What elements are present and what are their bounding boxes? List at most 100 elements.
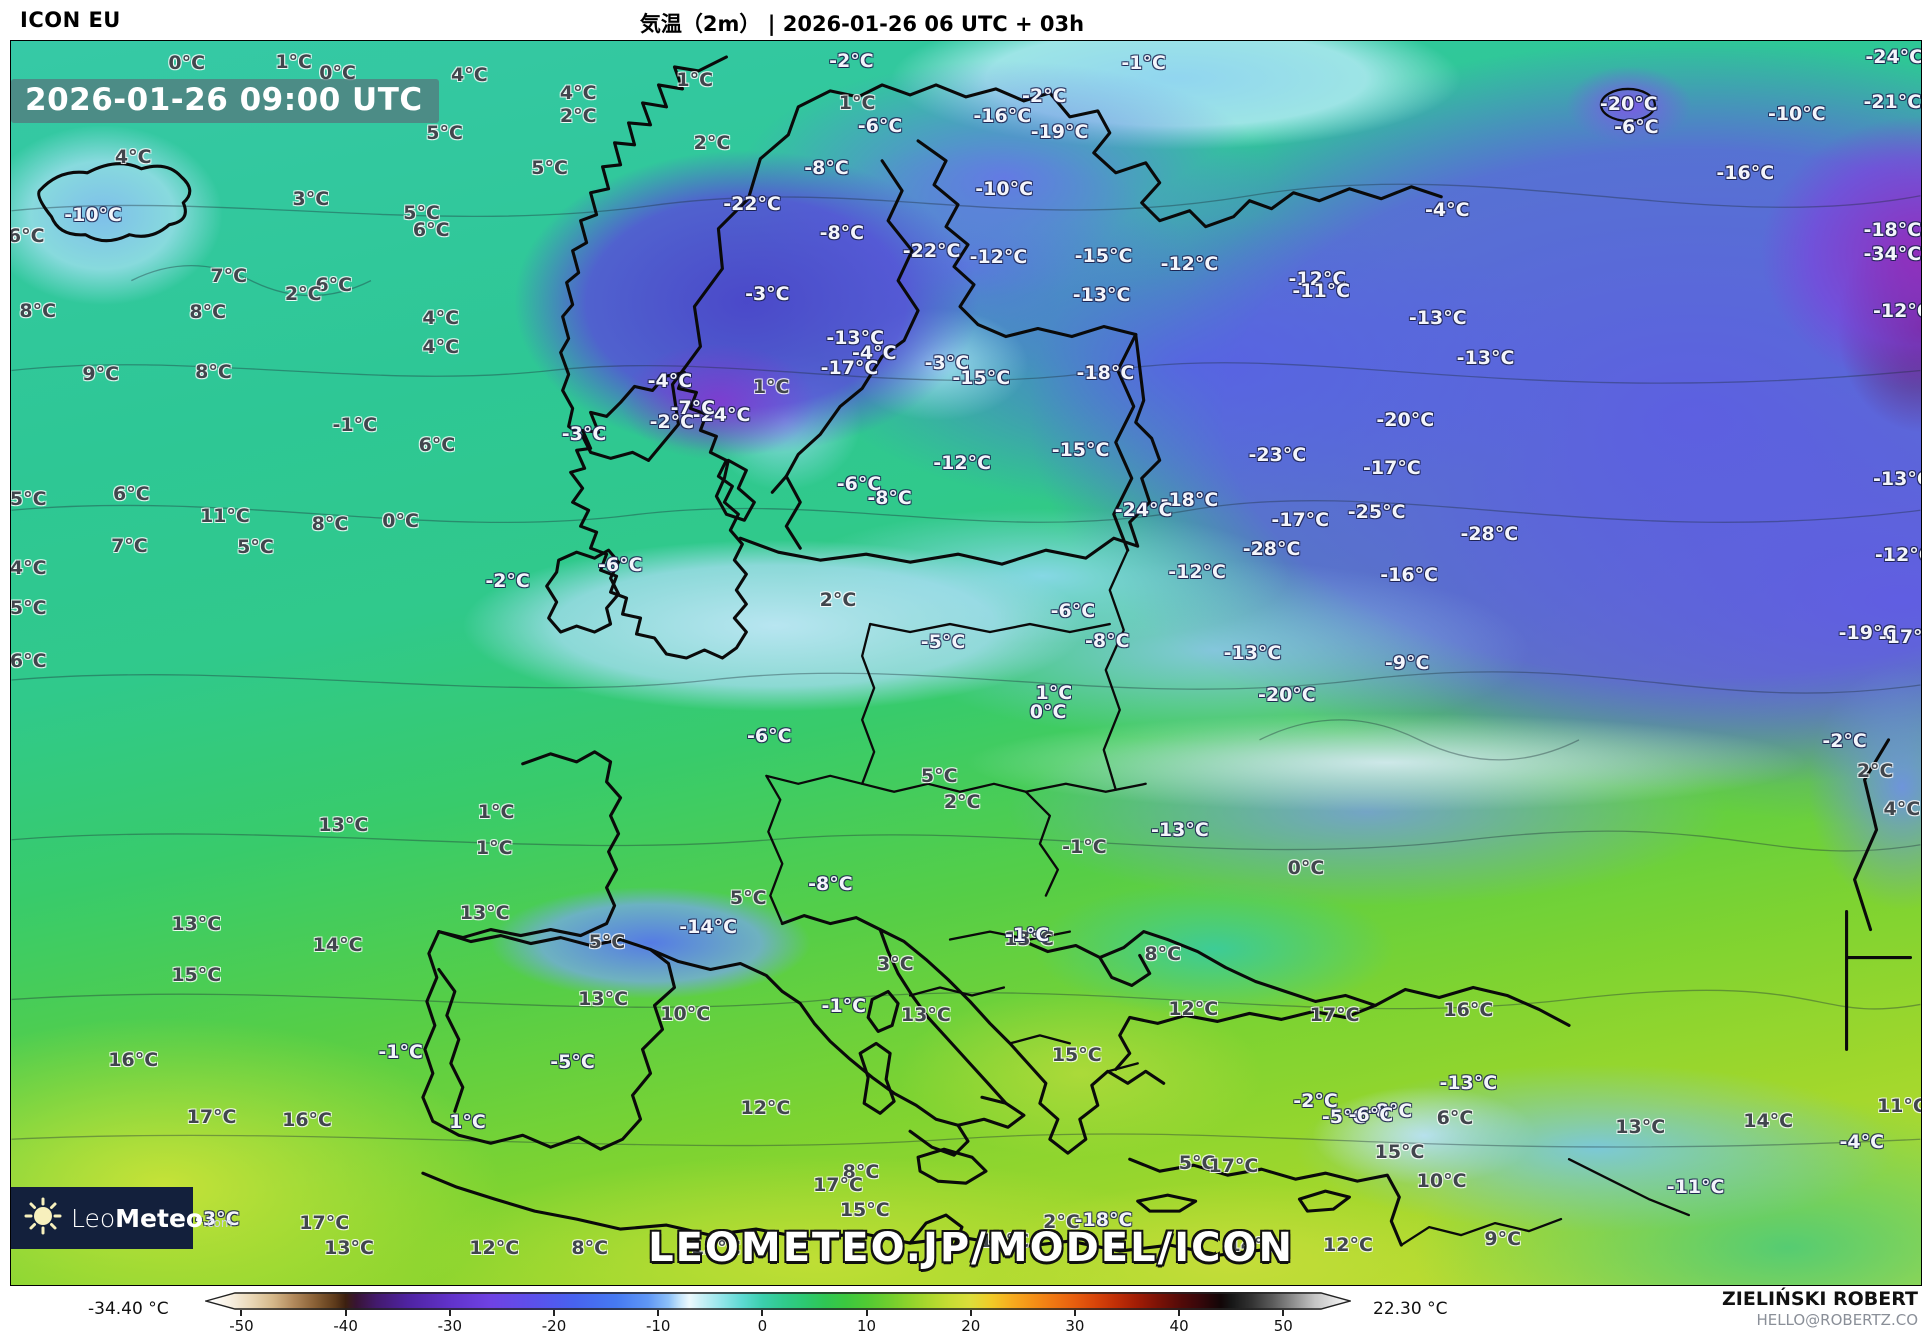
max-temperature-label: 22.30 °C xyxy=(1373,1299,1448,1319)
temp-label: 1°C xyxy=(475,837,513,860)
temp-label: -24°C xyxy=(692,404,751,427)
temp-label: -18°C xyxy=(1076,362,1135,385)
temp-label: 1°C xyxy=(752,375,790,398)
temp-label: -34°C xyxy=(1863,242,1922,265)
temp-label: -22°C xyxy=(723,192,781,215)
temp-label: -18°C xyxy=(1160,489,1219,512)
temp-label: 4°C xyxy=(559,82,597,105)
temp-label: 5°C xyxy=(426,122,463,145)
temp-label: 8°C xyxy=(19,299,57,322)
temp-label: -16°C xyxy=(1716,161,1775,184)
colorbar-tick xyxy=(969,1310,972,1316)
credit-email: HELLO@ROBERTZ.CO xyxy=(1756,1311,1918,1329)
temp-label: 8°C xyxy=(842,1160,880,1183)
temp-label: 10°C xyxy=(660,1002,711,1025)
temp-label: -1°C xyxy=(378,1041,423,1064)
temp-label: -13°C xyxy=(1072,283,1131,306)
colorbar-tick xyxy=(1073,1310,1076,1316)
min-temperature-label: -34.40 °C xyxy=(88,1299,169,1319)
temp-label: 13°C xyxy=(1615,1116,1666,1138)
colorbar-tick xyxy=(865,1310,868,1316)
temp-label: 4°C xyxy=(114,145,152,168)
temp-label: 4°C xyxy=(422,307,460,330)
temp-label: 2°C xyxy=(943,791,981,814)
temp-label: -13°C xyxy=(1223,642,1282,665)
colorbar-tick-label: 40 xyxy=(1169,1317,1189,1335)
temp-label: -2°C xyxy=(649,410,695,433)
colorbar-tick-label: 50 xyxy=(1273,1317,1293,1335)
temp-label: 5°C xyxy=(237,536,274,559)
temp-label: -21°C xyxy=(1863,90,1922,113)
colorbar-tick-label: -30 xyxy=(437,1317,463,1335)
temp-label: -11°C xyxy=(1292,280,1351,303)
temp-label: 13°C xyxy=(459,902,510,925)
colorbar-tick-label: 20 xyxy=(961,1317,981,1335)
temp-label: -1°C xyxy=(1062,836,1107,859)
temp-label: -8°C xyxy=(867,486,912,509)
temp-label: -4°C xyxy=(1839,1130,1885,1153)
temp-label: -4°C xyxy=(1425,199,1470,222)
temp-label: 17°C xyxy=(1309,1004,1360,1027)
temp-label: -3°C xyxy=(924,352,970,375)
colorbar-tick-label: 0 xyxy=(757,1317,768,1335)
temp-label: 6°C xyxy=(10,649,47,672)
temp-label: -2°C xyxy=(829,49,874,72)
temp-label: 13°C xyxy=(1004,928,1054,951)
temp-label: -6°C xyxy=(857,114,903,137)
header: ICON EU 気温（2m） | 2026-01-26 06 UTC + 03h xyxy=(0,0,1932,40)
temp-label: -28°C xyxy=(1242,537,1301,560)
temp-label: -8°C xyxy=(808,873,853,896)
temp-label: -23°C xyxy=(1248,444,1307,467)
temp-label: -5°C xyxy=(920,630,966,653)
temp-label: 0°C xyxy=(382,510,419,533)
temp-label: -13°C xyxy=(1151,818,1209,841)
temp-label: 5°C xyxy=(1178,1152,1216,1175)
colorbar-tick-label: -20 xyxy=(541,1317,567,1335)
temp-label: 1°C xyxy=(449,1111,486,1134)
temp-label: -15°C xyxy=(1074,245,1133,268)
temp-label: -17°C xyxy=(1271,508,1330,531)
temp-label: -4°C xyxy=(647,369,693,392)
temp-label: 1°C xyxy=(1035,681,1073,704)
temp-label: -17°C xyxy=(1363,456,1421,479)
temp-label: -12°C xyxy=(1874,543,1921,566)
temp-label: -13°C xyxy=(1873,467,1921,490)
temp-label: 13°C xyxy=(690,1236,741,1259)
logo-text: LeoMeteo.com xyxy=(71,1203,233,1233)
temp-label: 17°C xyxy=(299,1211,350,1234)
temp-label: 5°C xyxy=(729,887,767,910)
temp-label: 6°C xyxy=(315,273,353,296)
colorbar-tick xyxy=(240,1310,243,1316)
temp-label: -28°C xyxy=(1460,522,1519,545)
temp-label: -12°C xyxy=(1168,561,1226,584)
temp-label: 6°C xyxy=(112,482,150,505)
colorbar-tick-label: 10 xyxy=(857,1317,877,1335)
temp-label: -8°C xyxy=(1085,629,1130,652)
colorbar-tick-label: -10 xyxy=(645,1317,671,1335)
colorbar-tick xyxy=(657,1310,660,1316)
temp-label: -9°C xyxy=(1384,652,1430,674)
temp-label: 2°C xyxy=(693,132,731,154)
temp-label: -15°C xyxy=(952,367,1011,390)
temp-label: -15°C xyxy=(1051,439,1110,462)
temp-label: 2°C xyxy=(819,588,857,611)
temp-label: -14°C xyxy=(679,915,738,938)
temp-label: 13°C xyxy=(318,813,369,836)
temp-label: -6°C xyxy=(746,725,792,748)
temp-label: 14°C xyxy=(1743,1109,1794,1132)
temp-label: -7°C xyxy=(670,396,716,419)
temp-label: 8°C xyxy=(1144,943,1182,966)
temp-label: 1°C xyxy=(477,801,515,824)
temp-label: -12°C xyxy=(1160,252,1219,275)
temp-label: -2°C xyxy=(1822,730,1867,753)
temp-label: 16°C xyxy=(282,1108,332,1131)
temp-label: 11°C xyxy=(199,505,250,528)
temp-label: 17°C xyxy=(186,1106,237,1129)
colorbar-tick-label: -40 xyxy=(333,1317,358,1335)
temp-label: -25°C xyxy=(1347,501,1406,524)
temp-label: 2°C xyxy=(284,282,322,305)
temp-label: -8°C xyxy=(1367,1099,1413,1122)
temp-label: -19°C xyxy=(1030,120,1089,143)
temp-label: 2°C xyxy=(559,104,597,127)
temp-label: 5°C xyxy=(10,487,47,510)
